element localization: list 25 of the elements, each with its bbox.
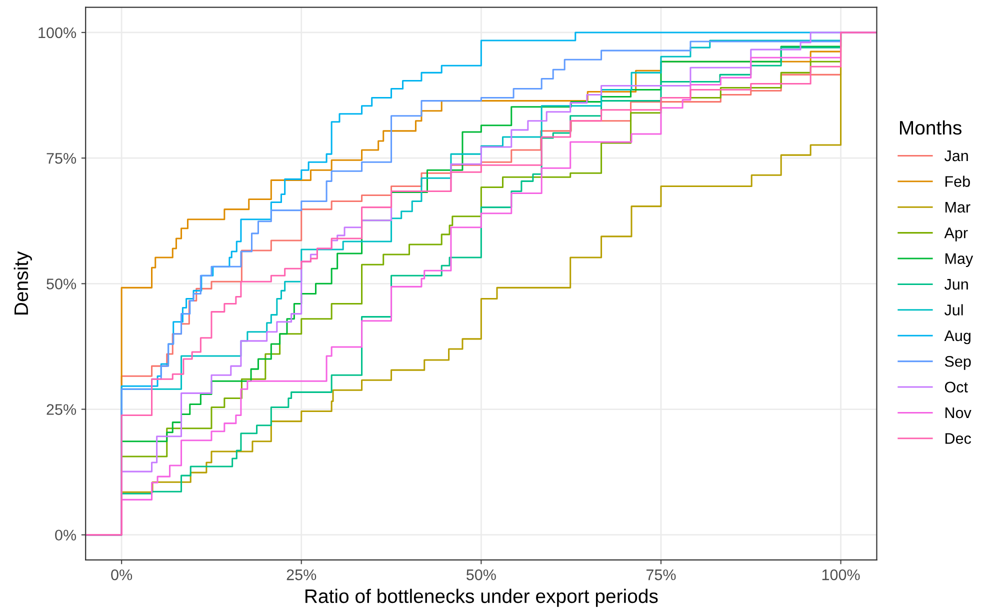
- y-tick-label: 50%: [46, 278, 76, 290]
- legend-label: Sep: [944, 356, 971, 370]
- y-axis-title: Density: [14, 251, 32, 314]
- x-tick-label: 0%: [111, 569, 132, 580]
- legend-label: Jan: [944, 150, 968, 162]
- x-tick-label: 50%: [466, 569, 496, 580]
- y-tick-label: 0%: [55, 530, 76, 541]
- legend-label: May: [945, 253, 974, 268]
- legend-label: Jun: [944, 279, 968, 290]
- x-tick-label: 100%: [822, 569, 860, 580]
- y-tick-label: 25%: [46, 404, 76, 415]
- legend-label: Feb: [945, 176, 970, 187]
- x-tick-label: 25%: [286, 569, 316, 580]
- x-tick-label: 75%: [646, 569, 676, 580]
- legend-label: Oct: [944, 382, 968, 393]
- legend-title: Months: [900, 120, 962, 135]
- legend-label: Dec: [945, 433, 972, 444]
- x-axis-title: Ratio of bottlenecks under export periods: [306, 588, 658, 607]
- legend-label: Jul: [944, 304, 963, 316]
- y-tick-label: 100%: [38, 27, 76, 38]
- legend-label: Apr: [944, 228, 968, 242]
- legend-label: Aug: [944, 330, 970, 344]
- legend-label: Nov: [945, 408, 972, 418]
- y-tick-label: 75%: [46, 153, 76, 164]
- legend-label: Mar: [945, 202, 970, 213]
